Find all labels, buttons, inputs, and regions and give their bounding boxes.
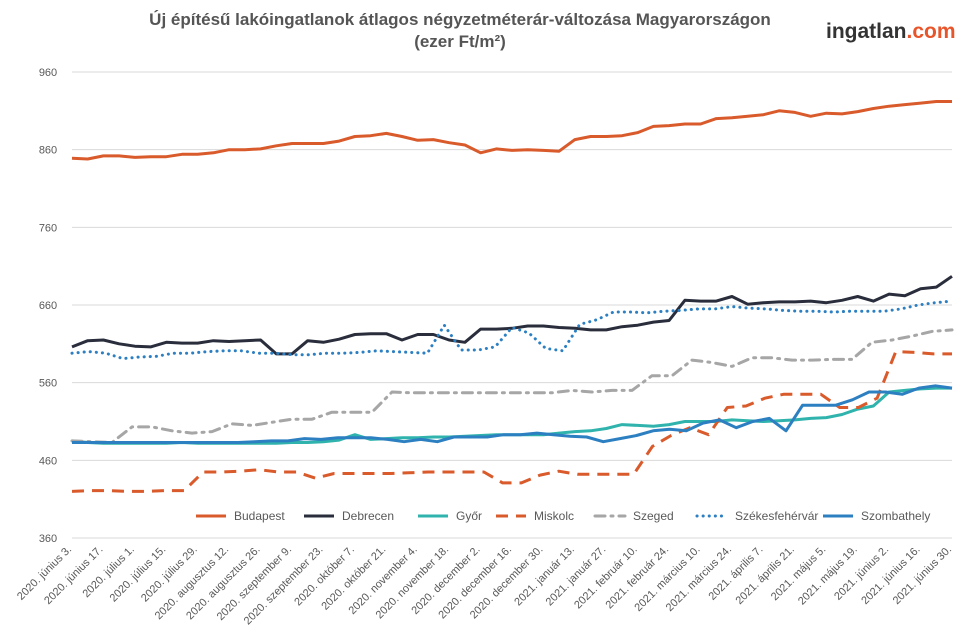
y-tick-label: 360 [39, 533, 57, 545]
x-tick-label: 2021. április 7. [706, 544, 765, 603]
legend-label: Szombathely [861, 509, 930, 523]
x-tick-label: 2021. május 5. [769, 544, 829, 604]
legend-label: Budapest [234, 509, 285, 523]
x-tick-label: 2021. június 2. [832, 544, 891, 603]
series-line-miskolc [71, 350, 952, 493]
series-line-szombathely [72, 384, 953, 444]
x-tick-label: 2020. július 29. [139, 544, 200, 605]
legend-label: Szeged [633, 509, 674, 523]
x-tick-label: 2021. június 30. [891, 544, 954, 607]
logo-text-left: ingatlan [826, 20, 907, 43]
series-line-szeged [70, 328, 954, 444]
legend-label: Miskolc [534, 509, 574, 523]
legend-label: Székesfehérvár [735, 509, 818, 523]
legend-label: Debrecen [342, 509, 394, 523]
legend-label: Győr [456, 509, 482, 523]
grid-lines [72, 71, 952, 539]
series-lines [70, 100, 954, 493]
series-line-budapest [71, 100, 952, 161]
chart-title-line-2: (ezer Ft/m²) [414, 32, 506, 51]
x-axis-tick-labels: 2020. június 3.2020. június 17.2020. júl… [15, 544, 954, 628]
y-tick-label: 760 [39, 222, 57, 234]
y-axis-tick-labels: 360 460 560 660 760 860 960 [39, 67, 57, 545]
legend: Budapest Debrecen Győr Miskolc Szeged Székesf… [196, 509, 930, 523]
logo-text-right: .com [906, 20, 956, 43]
x-tick-label: 2020. június 3. [15, 544, 74, 603]
y-tick-label: 560 [39, 378, 57, 390]
y-tick-label: 460 [39, 455, 57, 467]
series-line-székesfehérvár [70, 299, 954, 361]
ingatlan-logo: ingatlan.com [826, 20, 956, 44]
y-tick-label: 660 [39, 300, 57, 312]
chart-title-line-1: Új építésű lakóingatlanok átlagos négyze… [149, 10, 771, 29]
y-tick-label: 960 [39, 67, 57, 79]
y-tick-label: 860 [39, 145, 57, 157]
x-tick-label: 2020. július 15. [108, 544, 169, 605]
series-line-debrecen [71, 275, 953, 356]
